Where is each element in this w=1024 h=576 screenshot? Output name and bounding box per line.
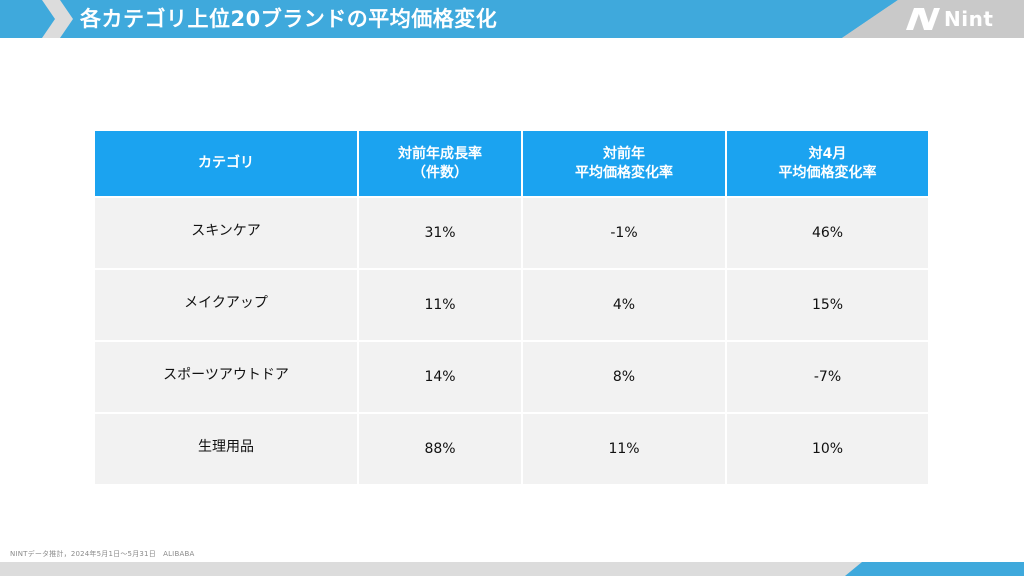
row-yoy-price-change: 4%: [523, 270, 727, 342]
row-category: メイクアップ: [95, 270, 359, 342]
row-yoy-growth: 88%: [359, 414, 523, 484]
nint-logo: Nint: [904, 6, 993, 32]
row-yoy-growth: 14%: [359, 342, 523, 414]
row-yoy-price-change: 8%: [523, 342, 727, 414]
row-vs-april-price-change: 46%: [727, 198, 928, 270]
row-yoy-growth: 31%: [359, 198, 523, 270]
table-row: スキンケア 31% -1% 46%: [95, 198, 928, 270]
table-row: 生理用品 88% 11% 10%: [95, 414, 928, 484]
row-vs-april-price-change: 15%: [727, 270, 928, 342]
logo-text: Nint: [944, 7, 994, 31]
row-category: スキンケア: [95, 198, 359, 270]
row-yoy-growth: 11%: [359, 270, 523, 342]
header-vs-april-price-change: 対4月 平均価格変化率: [727, 131, 928, 198]
header-band: 各カテゴリ上位20ブランドの平均価格変化 Nint: [0, 0, 1024, 40]
table-row: メイクアップ 11% 4% 15%: [95, 270, 928, 342]
row-category: 生理用品: [95, 414, 359, 484]
row-vs-april-price-change: 10%: [727, 414, 928, 484]
source-note: NINTデータ推計，2024年5月1日～5月31日 ALIBABA: [10, 550, 195, 558]
row-category: スポーツアウトドア: [95, 342, 359, 414]
row-yoy-price-change: 11%: [523, 414, 727, 484]
footer-band: [0, 562, 1024, 576]
header-yoy-price-change: 対前年 平均価格変化率: [523, 131, 727, 198]
nint-logo-icon: [906, 8, 940, 30]
header-category: カテゴリ: [95, 131, 359, 198]
category-price-table: カテゴリ 対前年成長率 （件数） 対前年 平均価格変化率 対4月 平均価格変化率…: [95, 131, 928, 484]
row-vs-april-price-change: -7%: [727, 342, 928, 414]
table-row: スポーツアウトドア 14% 8% -7%: [95, 342, 928, 414]
header-background: [0, 0, 1024, 38]
header-yoy-growth: 対前年成長率 （件数）: [359, 131, 523, 198]
page-title: 各カテゴリ上位20ブランドの平均価格変化: [80, 7, 498, 31]
table-header-row: カテゴリ 対前年成長率 （件数） 対前年 平均価格変化率 対4月 平均価格変化率: [95, 131, 928, 198]
row-yoy-price-change: -1%: [523, 198, 727, 270]
